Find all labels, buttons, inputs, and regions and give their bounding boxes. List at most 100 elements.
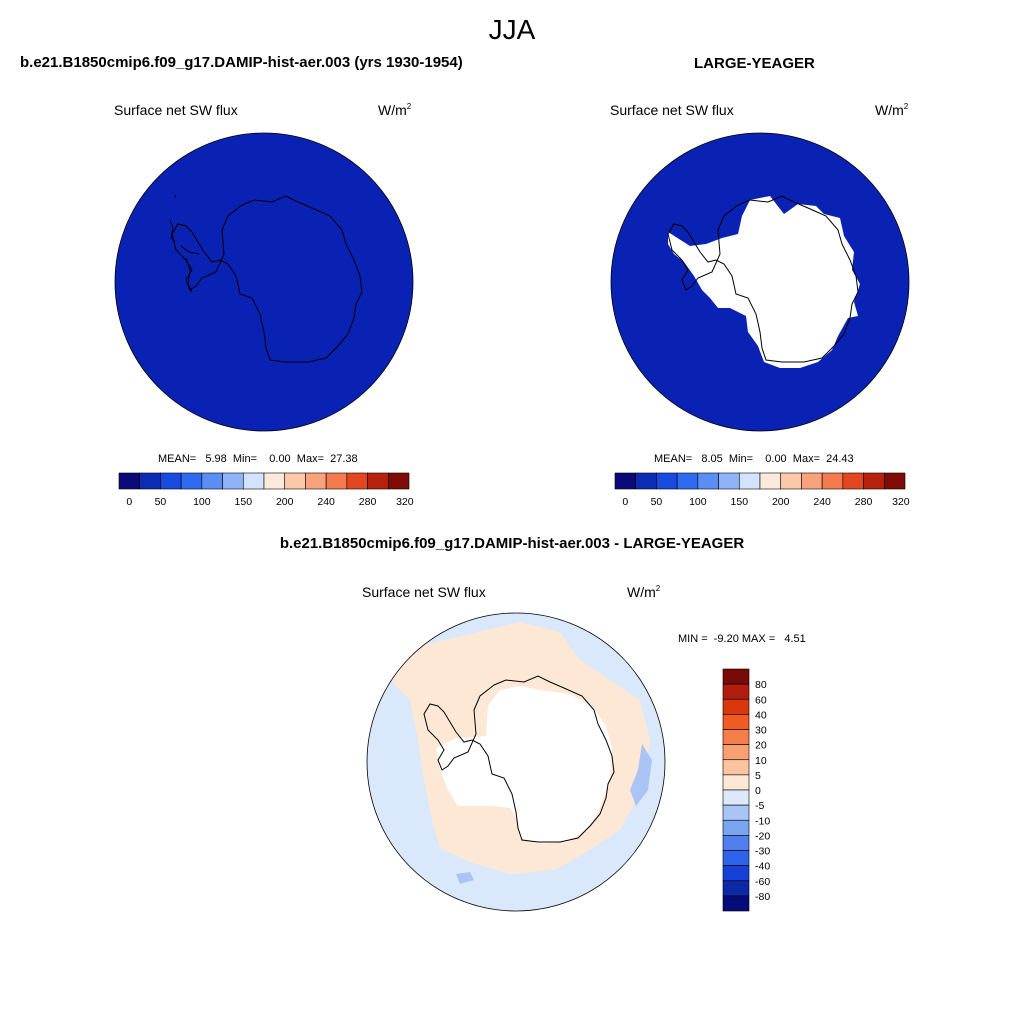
diff-colorbar-tick-label: 0 xyxy=(755,785,761,797)
diff-colorbar-swatch xyxy=(722,714,750,730)
left-colorbar-tick-label: 0 xyxy=(126,496,132,508)
diff-colorbar-swatch xyxy=(722,850,750,866)
left-colorbar-swatch xyxy=(139,472,161,490)
left-colorbar-swatch xyxy=(160,472,182,490)
diff-colorbar-swatch xyxy=(722,789,750,806)
diff-colorbar-tick-label: 60 xyxy=(755,694,767,706)
diff-colorbar-swatch xyxy=(722,819,750,836)
right-colorbar-swatch xyxy=(738,472,761,490)
right-colorbar-swatch xyxy=(759,472,782,490)
right-colorbar-swatch xyxy=(697,472,719,490)
left-colorbar-tick-label: 50 xyxy=(155,496,167,508)
right-colorbar-tick-label: 240 xyxy=(813,496,831,508)
left-peninsula-islands xyxy=(169,194,200,293)
diff-colorbar-swatch xyxy=(722,804,750,821)
diff-colorbar-swatch xyxy=(722,895,750,912)
left-colorbar-swatch xyxy=(222,472,244,490)
left-colorbar-swatch xyxy=(305,472,327,490)
diff-variable-label: Surface net SW flux xyxy=(362,584,486,600)
diff-map-border xyxy=(366,612,666,912)
diff-colorbar-tick-label: -40 xyxy=(755,861,770,873)
left-colorbar: 0 50 100 150 200 240 280 320 xyxy=(118,472,414,508)
left-colorbar-tick-label: 100 xyxy=(193,496,211,508)
left-panel-title: b.e21.B1850cmip6.f09_g17.DAMIP-hist-aer.… xyxy=(20,54,463,71)
diff-colorbar: 80 60 40 30 20 10 5 0 -5 -10 -20 -30 -40 -60 -80 xyxy=(722,668,770,912)
left-variable-label: Surface net SW flux xyxy=(114,102,238,118)
left-colorbar-swatch xyxy=(263,472,286,490)
left-colorbar-tick-label: 150 xyxy=(235,496,253,508)
diff-negative-patch-2 xyxy=(456,872,474,884)
right-colorbar-swatch xyxy=(883,472,906,490)
diff-colorbar-swatch xyxy=(722,865,750,882)
diff-colorbar-tick-label: 80 xyxy=(755,679,767,691)
left-map xyxy=(114,132,414,432)
main-title: JJA xyxy=(488,14,536,45)
right-map-border xyxy=(610,132,910,432)
diff-colorbar-swatch xyxy=(722,683,750,700)
right-colorbar-tick-label: 280 xyxy=(855,496,873,508)
right-masked-region xyxy=(668,196,860,368)
diff-colorbar-tick-label: 5 xyxy=(755,770,761,782)
diff-colorbar-swatch xyxy=(722,729,750,745)
diff-units-label: W/m2 xyxy=(627,584,661,600)
left-colorbar-tick-label: 240 xyxy=(317,496,335,508)
diff-colorbar-swatch xyxy=(722,759,750,776)
right-colorbar-swatch xyxy=(801,472,823,490)
left-colorbar-swatch xyxy=(118,472,141,490)
right-colorbar-swatch xyxy=(718,472,740,490)
diff-colorbar-tick-label: 10 xyxy=(755,755,767,767)
right-colorbar-tick-label: 0 xyxy=(622,496,628,508)
left-colorbar-swatch xyxy=(387,472,410,490)
right-colorbar-swatch xyxy=(676,472,699,490)
right-panel-title: LARGE-YEAGER xyxy=(694,55,815,72)
right-stats-text: MEAN= 8.05 Min= 0.00 Max= 24.43 xyxy=(654,453,854,465)
diff-colorbar-swatch xyxy=(722,774,750,791)
left-colorbar-swatch xyxy=(284,472,306,490)
right-colorbar-tick-label: 320 xyxy=(892,496,910,508)
diff-stats-text: MIN = -9.20 MAX = 4.51 xyxy=(678,633,806,645)
diff-colorbar-tick-label: -60 xyxy=(755,876,770,888)
left-map-border xyxy=(114,132,414,432)
left-colorbar-swatch xyxy=(242,472,265,490)
right-colorbar-tick-label: 50 xyxy=(651,496,663,508)
left-field xyxy=(115,133,413,431)
difference-map xyxy=(366,612,666,912)
left-colorbar-swatch xyxy=(201,472,223,490)
diff-colorbar-tick-label: 30 xyxy=(755,725,767,737)
left-stats-text: MEAN= 5.98 Min= 0.00 Max= 27.38 xyxy=(158,453,358,465)
left-colorbar-tick-label: 320 xyxy=(396,496,414,508)
right-colorbar-swatch xyxy=(780,472,802,490)
left-colorbar-swatch xyxy=(346,472,368,490)
diff-colorbar-tick-label: 20 xyxy=(755,740,767,752)
diff-colorbar-tick-label: -80 xyxy=(755,891,770,903)
right-colorbar: 0 50 100 150 200 240 280 320 xyxy=(614,472,910,508)
diff-colorbar-swatch xyxy=(722,744,750,761)
right-colorbar-swatch xyxy=(863,472,885,490)
diff-colorbar-swatch xyxy=(722,698,750,715)
right-colorbar-swatch xyxy=(614,472,637,490)
right-colorbar-tick-label: 100 xyxy=(689,496,707,508)
diff-colorbar-tick-label: -30 xyxy=(755,846,770,858)
diff-negative-patch xyxy=(630,744,652,806)
diff-colorbar-tick-label: -10 xyxy=(755,815,770,827)
right-colorbar-tick-label: 150 xyxy=(731,496,749,508)
difference-panel-title: b.e21.B1850cmip6.f09_g17.DAMIP-hist-aer.… xyxy=(279,535,745,552)
right-colorbar-swatch xyxy=(635,472,657,490)
right-units-label: W/m2 xyxy=(875,102,909,118)
left-units-label: W/m2 xyxy=(378,102,412,118)
right-colorbar-swatch xyxy=(821,472,844,490)
right-colorbar-swatch xyxy=(656,472,678,490)
right-map xyxy=(610,132,910,432)
diff-colorbar-tick-label: -20 xyxy=(755,830,770,842)
left-colorbar-tick-label: 200 xyxy=(276,496,294,508)
right-colorbar-swatch xyxy=(842,472,864,490)
diff-colorbar-tick-label: -5 xyxy=(755,800,764,812)
right-colorbar-tick-label: 200 xyxy=(772,496,790,508)
diff-masked-region xyxy=(436,686,612,844)
diff-colorbar-swatch xyxy=(722,668,750,685)
diff-colorbar-swatch xyxy=(722,880,750,897)
left-colorbar-swatch xyxy=(367,472,389,490)
diff-colorbar-swatch xyxy=(722,835,750,851)
left-colorbar-tick-label: 280 xyxy=(359,496,377,508)
